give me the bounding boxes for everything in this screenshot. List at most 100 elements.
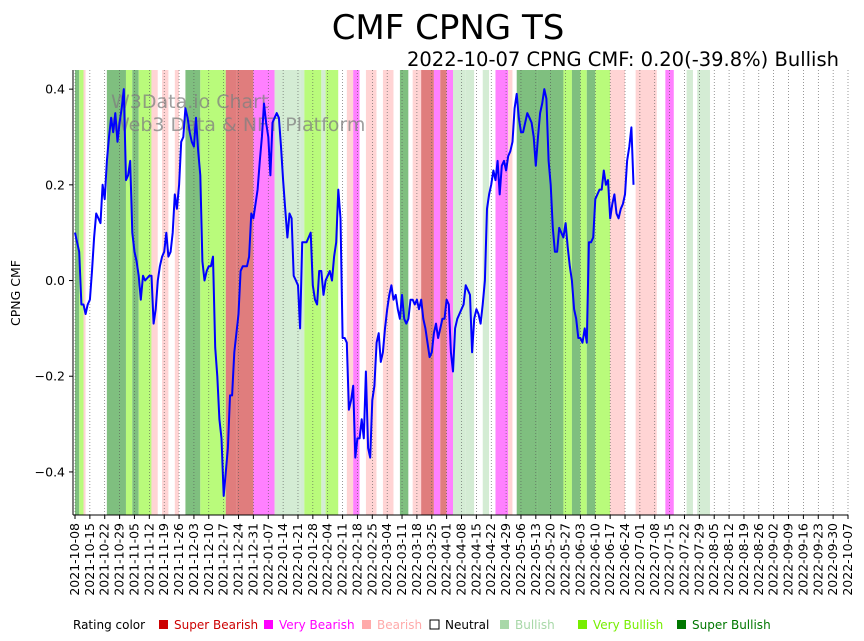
x-tick-label: 2022-04-29 [498,523,513,596]
rating-band [686,70,693,515]
rating-band [586,70,596,515]
x-tick-label: 2022-02-11 [335,523,350,596]
legend-item-label: Bullish [515,618,555,632]
x-tick-label: 2022-06-24 [617,523,632,596]
legend-swatch [677,620,686,629]
legend-swatch [578,620,587,629]
rating-band [168,70,175,515]
x-tick-label: 2022-06-10 [587,523,602,596]
x-axis-ticks: 2021-10-08 2021-10-15 2021-10-22 2021-10-29… [67,515,855,596]
rating-band [673,70,687,515]
rating-band [482,70,490,515]
x-tick-label: 2022-02-04 [320,523,335,596]
x-tick-label: 2022-04-22 [483,523,498,596]
x-tick-label: 2021-12-10 [201,523,216,596]
y-tick-label: −0.4 [35,464,65,479]
rating-band [571,70,581,515]
rating-band [225,70,237,515]
legend-item-label: Super Bearish [174,618,258,632]
rating-band [489,70,496,515]
legend-item-label: Very Bullish [593,618,663,632]
x-tick-label: 2022-02-25 [364,523,379,596]
x-tick-label: 2022-01-14 [275,523,290,596]
x-tick-label: 2021-11-05 [126,523,141,596]
rating-band [179,70,186,515]
x-tick-label: 2022-09-02 [766,523,781,596]
rating-band [132,70,139,515]
x-tick-label: 2022-04-01 [439,523,454,596]
legend-item-label: Neutral [445,618,489,632]
x-tick-label: 2022-08-12 [721,523,736,596]
rating-band [236,70,254,515]
x-tick-label: 2021-10-22 [97,523,112,596]
x-tick-label: 2022-05-27 [558,523,573,596]
rating-band [376,70,383,515]
legend-swatch [429,619,440,630]
rating-band [359,70,366,515]
rating-band [399,70,409,515]
legend-swatch [159,620,168,629]
legend: Rating color Super Bearish Very Bearish Be… [73,618,771,632]
watermark-line-2: Web3 Data & NFT Platform [111,114,365,136]
rating-band [563,70,572,515]
x-tick-label: 2022-08-19 [736,523,751,596]
rating-band [635,70,657,515]
rating-band [512,70,517,515]
y-tick-label: 0.2 [45,177,65,192]
x-gridlines [74,70,849,515]
x-tick-label: 2022-07-22 [676,523,691,596]
rating-band [474,70,483,515]
legend-swatch [362,620,371,629]
rating-band [106,70,126,515]
rating-band [325,70,339,515]
x-tick-label: 2022-09-16 [795,523,810,596]
legend-swatch [264,620,273,629]
rating-band [346,70,354,515]
x-tick-label: 2022-05-13 [528,523,543,596]
x-tick-label: 2022-09-30 [825,523,840,596]
x-tick-label: 2021-12-03 [186,523,201,596]
x-tick-label: 2022-07-01 [632,523,647,596]
watermark: W3Data.io Chart Web3 Data & NFT Platform [111,91,365,136]
x-tick-label: 2022-05-06 [513,523,528,596]
rating-band [75,70,80,515]
rating-band [453,70,466,515]
cmf-series-line [74,88,635,497]
rating-band [85,70,92,515]
x-tick-label: 2022-03-04 [379,523,394,596]
x-tick-label: 2021-10-08 [67,523,82,596]
watermark-line-1: W3Data.io Chart [111,91,268,113]
x-tick-label: 2021-11-12 [141,523,156,596]
x-tick-label: 2022-04-15 [468,523,483,596]
legend-title: Rating color [73,618,145,632]
rating-band [382,70,394,515]
rating-band [393,70,400,515]
x-tick-label: 2021-11-26 [171,523,186,596]
x-tick-label: 2022-08-26 [751,523,766,596]
y-tick-label: 0.4 [45,82,65,97]
rating-band [125,70,133,515]
rating-band [433,70,441,515]
x-tick-label: 2022-05-20 [543,523,558,596]
x-tick-label: 2022-09-09 [781,523,796,596]
x-tick-label: 2022-07-15 [662,523,677,596]
x-tick-label: 2022-08-05 [706,523,721,596]
rating-band [151,70,158,515]
x-tick-label: 2022-03-11 [394,523,409,596]
rating-band [421,70,434,515]
y-tick-label: 0.0 [45,273,65,288]
x-tick-label: 2022-07-08 [647,523,662,596]
x-tick-label: 2022-09-23 [810,523,825,596]
x-tick-label: 2021-10-15 [82,523,97,596]
x-tick-label: 2021-11-19 [156,523,171,596]
rating-band [274,70,301,515]
legend-item-label: Bearish [377,618,422,632]
rating-band [580,70,587,515]
rating-band [162,70,169,515]
x-tick-label: 2022-10-07 [840,523,855,596]
x-tick-label: 2022-06-17 [602,523,617,596]
y-axis-label: CPNG CMF [8,260,23,326]
rating-band [516,70,538,515]
axes [72,70,848,516]
